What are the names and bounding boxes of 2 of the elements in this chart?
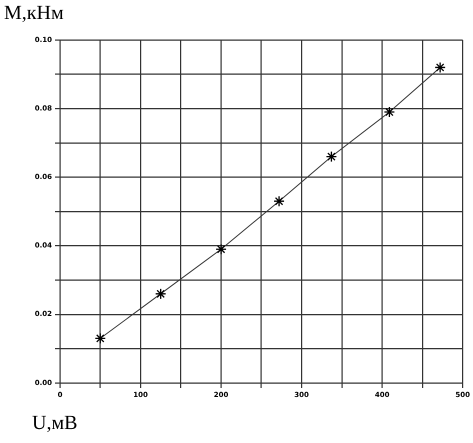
x-axis-title: U,мВ [32, 412, 78, 435]
y-axis-title: M,кНм [4, 2, 64, 25]
